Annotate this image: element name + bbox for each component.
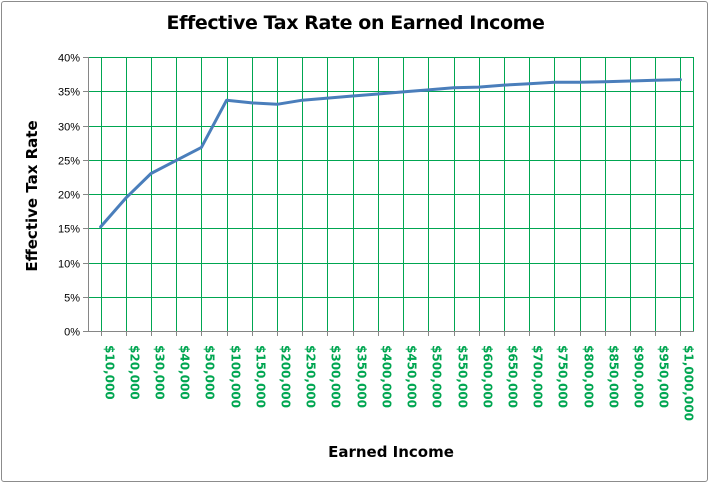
- x-tick-label: $300,000: [329, 345, 343, 408]
- gridlines: [88, 57, 694, 331]
- x-tick-label: $950,000: [657, 345, 671, 408]
- x-tick-label: $40,000: [178, 345, 192, 400]
- y-tick-label: 40%: [58, 53, 80, 65]
- x-tick-label: $350,000: [355, 345, 369, 408]
- x-tick-label: $700,000: [531, 345, 545, 408]
- x-tick-label: $750,000: [556, 345, 570, 408]
- x-tick-label: $10,000: [103, 345, 117, 400]
- chart-title: Effective Tax Rate on Earned Income: [166, 12, 545, 34]
- y-tick-label: 25%: [58, 156, 80, 168]
- x-tick-label: $400,000: [380, 345, 394, 408]
- y-tick-label: 5%: [64, 293, 80, 305]
- x-tick-label: $450,000: [405, 345, 419, 408]
- x-tick-label: $100,000: [229, 345, 243, 408]
- x-tick-label: $650,000: [506, 345, 520, 408]
- y-tick-label: 35%: [58, 87, 80, 99]
- x-tick-label: $550,000: [456, 345, 470, 408]
- y-tick-label: 20%: [58, 190, 80, 202]
- x-tick-label: $250,000: [304, 345, 318, 408]
- x-tick-label: $50,000: [203, 345, 217, 400]
- x-tick-label: $30,000: [153, 345, 167, 400]
- x-tick-label: $850,000: [607, 345, 621, 408]
- y-tick-label: 30%: [58, 122, 80, 134]
- y-tick-label: 10%: [58, 259, 80, 271]
- x-tick-label: $600,000: [481, 345, 495, 408]
- x-axis-label: Earned Income: [328, 443, 454, 461]
- y-tick-label: 15%: [58, 224, 80, 236]
- series-layer: [99, 78, 682, 229]
- x-tick-label: $500,000: [430, 345, 444, 408]
- y-tick-labels: 0% 5% 10% 15% 20% 25% 30% 35% 40%: [58, 53, 80, 339]
- x-tick-labels: $10,000 $20,000 $30,000 $40,000 $50,000 $100,…: [103, 345, 696, 421]
- x-tick-label: $800,000: [582, 345, 596, 408]
- x-tick-label: $1,000,000: [682, 345, 696, 421]
- y-tick-label: 0%: [64, 327, 80, 339]
- series-line: [99, 78, 682, 229]
- x-tick-label: $200,000: [279, 345, 293, 408]
- axes: [83, 57, 694, 336]
- x-tick-label: $20,000: [128, 345, 142, 400]
- x-tick-label: $150,000: [254, 345, 268, 408]
- x-tick-label: $900,000: [632, 345, 646, 408]
